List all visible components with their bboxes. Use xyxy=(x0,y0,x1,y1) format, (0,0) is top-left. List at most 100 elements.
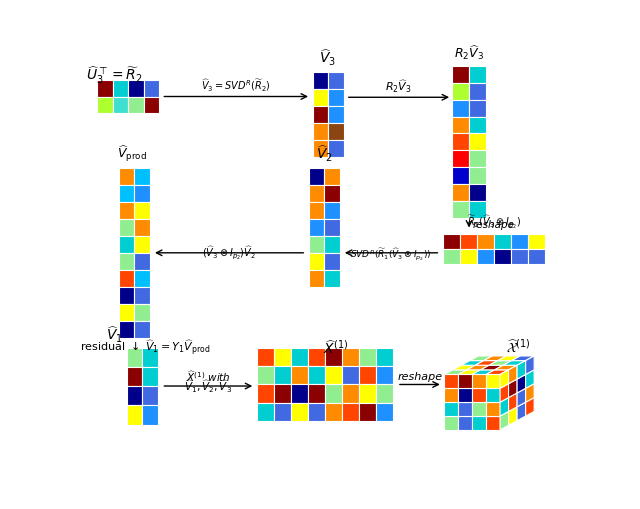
Bar xyxy=(134,219,150,236)
Bar xyxy=(291,403,308,421)
Bar xyxy=(452,66,469,82)
Bar xyxy=(308,236,324,253)
Bar xyxy=(458,416,472,430)
Polygon shape xyxy=(461,360,484,365)
Polygon shape xyxy=(525,398,534,416)
Bar xyxy=(128,97,143,114)
Polygon shape xyxy=(500,398,509,416)
Polygon shape xyxy=(509,393,517,411)
Bar xyxy=(134,253,150,270)
Bar xyxy=(324,236,340,253)
Bar xyxy=(113,97,128,114)
Bar xyxy=(469,133,486,150)
Bar xyxy=(452,117,469,133)
Bar xyxy=(477,234,494,249)
Bar xyxy=(443,249,460,264)
Bar xyxy=(274,366,291,384)
Text: $\widehat{X}^{(1)}$ with: $\widehat{X}^{(1)}$ with xyxy=(186,369,230,384)
Bar xyxy=(324,168,340,185)
Bar xyxy=(325,403,342,421)
Bar xyxy=(342,366,359,384)
Bar xyxy=(127,348,142,367)
Text: $\widehat{U}_3^\top = \widetilde{R}_2$: $\widehat{U}_3^\top = \widetilde{R}_2$ xyxy=(86,64,143,86)
Bar xyxy=(444,402,458,416)
Text: residual $\downarrow$ $\widehat{V}_1 = Y_1\widehat{V}_\mathrm{prod}$: residual $\downarrow$ $\widehat{V}_1 = Y… xyxy=(80,339,211,358)
Bar xyxy=(477,249,494,264)
Bar xyxy=(328,89,344,106)
Bar xyxy=(257,366,274,384)
Bar xyxy=(142,348,157,367)
Bar xyxy=(444,388,458,402)
Bar xyxy=(359,384,376,403)
Polygon shape xyxy=(476,360,498,365)
Bar xyxy=(142,367,157,386)
Polygon shape xyxy=(500,370,509,388)
Bar xyxy=(312,139,328,157)
Bar xyxy=(342,403,359,421)
Bar xyxy=(472,375,486,388)
Bar xyxy=(119,219,134,236)
Bar xyxy=(359,403,376,421)
Bar xyxy=(308,202,324,219)
Bar xyxy=(134,304,150,321)
Bar xyxy=(444,375,458,388)
Polygon shape xyxy=(470,356,492,360)
Bar xyxy=(257,384,274,403)
Bar xyxy=(291,384,308,403)
Text: $\widehat{\mathcal{X}}^{(1)}$: $\widehat{\mathcal{X}}^{(1)}$ xyxy=(506,339,530,356)
Bar xyxy=(376,384,393,403)
Bar xyxy=(127,405,142,425)
Bar xyxy=(308,348,325,366)
Bar xyxy=(127,367,142,386)
Bar xyxy=(119,270,134,287)
Text: reshape: reshape xyxy=(397,372,442,382)
Bar xyxy=(291,366,308,384)
Bar xyxy=(257,403,274,421)
Bar xyxy=(308,185,324,202)
Bar xyxy=(472,416,486,430)
Bar xyxy=(494,234,511,249)
Bar xyxy=(119,185,134,202)
Bar xyxy=(486,375,500,388)
Bar xyxy=(312,72,328,89)
Bar xyxy=(469,82,486,100)
Bar xyxy=(312,106,328,123)
Bar xyxy=(308,219,324,236)
Bar xyxy=(119,321,134,337)
Bar xyxy=(444,416,458,430)
Polygon shape xyxy=(517,360,525,379)
Polygon shape xyxy=(509,379,517,398)
Bar xyxy=(274,403,291,421)
Bar xyxy=(308,366,325,384)
Bar xyxy=(452,150,469,167)
Bar xyxy=(359,348,376,366)
Bar xyxy=(134,168,150,185)
Text: $\widehat{V}_3$: $\widehat{V}_3$ xyxy=(319,48,337,68)
Polygon shape xyxy=(486,370,509,375)
Bar xyxy=(113,79,128,97)
Bar xyxy=(469,167,486,184)
Polygon shape xyxy=(452,365,476,370)
Bar xyxy=(452,82,469,100)
Bar xyxy=(128,79,143,97)
Bar xyxy=(452,133,469,150)
Bar xyxy=(325,366,342,384)
Bar xyxy=(97,79,113,97)
Bar xyxy=(469,184,486,201)
Bar xyxy=(486,416,500,430)
Bar xyxy=(134,321,150,337)
Polygon shape xyxy=(525,384,534,402)
Text: reshape: reshape xyxy=(473,220,515,230)
Bar xyxy=(274,348,291,366)
Bar xyxy=(328,72,344,89)
Bar xyxy=(119,304,134,321)
Bar xyxy=(324,202,340,219)
Bar xyxy=(119,236,134,253)
Bar xyxy=(342,348,359,366)
Polygon shape xyxy=(517,388,525,407)
Text: $R_2\widehat{V}_3$: $R_2\widehat{V}_3$ xyxy=(385,78,412,95)
Text: $\widehat{V}_\mathrm{prod}$: $\widehat{V}_\mathrm{prod}$ xyxy=(117,144,147,164)
Bar xyxy=(134,236,150,253)
Bar xyxy=(458,375,472,388)
Bar xyxy=(119,202,134,219)
